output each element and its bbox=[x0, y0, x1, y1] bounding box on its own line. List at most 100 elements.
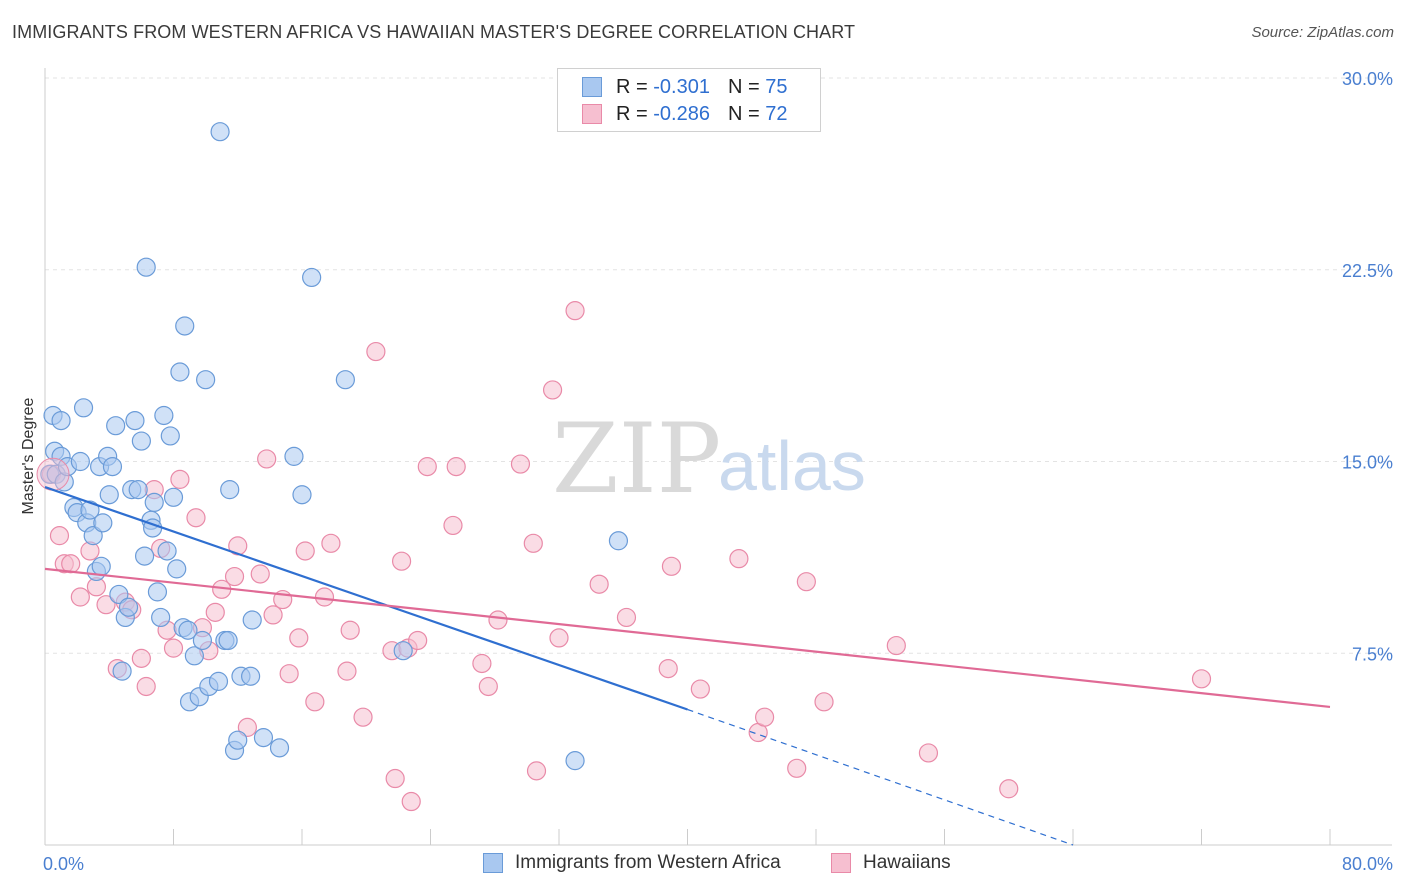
point-hawaiians bbox=[690, 679, 710, 699]
point-hawaiians bbox=[478, 676, 498, 697]
point-hawaiians bbox=[523, 533, 543, 553]
point-western-africa bbox=[242, 610, 262, 630]
point-hawaiians bbox=[488, 610, 508, 630]
legend-n-label: N = bbox=[727, 75, 760, 98]
point-hawaiians bbox=[353, 707, 373, 727]
point-hawaiians bbox=[237, 717, 257, 737]
series-label: Immigrants from Western Africa bbox=[515, 852, 781, 873]
point-hawaiians bbox=[131, 648, 151, 668]
point-hawaiians bbox=[340, 620, 360, 640]
point-hawaiians bbox=[661, 556, 682, 576]
point-western-africa bbox=[170, 362, 190, 382]
point-western-africa bbox=[102, 457, 123, 477]
point-western-africa bbox=[253, 728, 274, 748]
point-hawaiians bbox=[886, 635, 906, 656]
point-western-africa bbox=[210, 122, 230, 142]
point-western-africa bbox=[83, 526, 103, 546]
point-western-africa bbox=[241, 666, 261, 686]
point-western-africa bbox=[118, 597, 139, 617]
trend-line-hawaiians bbox=[44, 567, 1331, 709]
point-hawaiians bbox=[589, 574, 609, 594]
point-western-africa bbox=[160, 426, 180, 446]
point-western-africa bbox=[175, 316, 195, 336]
point-western-africa bbox=[196, 370, 216, 390]
point-hawaiians bbox=[787, 758, 807, 778]
legend-r-value: -0.301 bbox=[653, 75, 710, 98]
point-hawaiians bbox=[918, 743, 939, 763]
point-hawaiians bbox=[385, 768, 405, 789]
trend-line-western-africa bbox=[44, 486, 688, 711]
point-hawaiians bbox=[391, 551, 412, 571]
correlation-legend: R = -0.301 N = 75 R = -0.286 N = 72 bbox=[557, 68, 821, 132]
point-western-africa bbox=[218, 630, 238, 651]
trend-lines bbox=[44, 486, 1331, 846]
y-tick-label: 7.5% bbox=[1352, 644, 1393, 664]
point-hawaiians bbox=[401, 791, 421, 812]
point-western-africa bbox=[147, 582, 168, 602]
point-hawaiians bbox=[999, 779, 1019, 799]
point-hawaiians bbox=[366, 341, 386, 362]
series-legend: Immigrants from Western Africa Hawaiians bbox=[0, 852, 1406, 878]
point-western-africa bbox=[112, 661, 132, 681]
point-hawaiians bbox=[61, 554, 81, 574]
series-legend-western-africa[interactable]: Immigrants from Western Africa bbox=[483, 852, 781, 874]
point-hawaiians bbox=[289, 628, 309, 648]
legend-r-label: R = bbox=[616, 75, 648, 98]
legend-r-label: R = bbox=[616, 102, 648, 125]
point-western-africa bbox=[125, 410, 145, 431]
point-western-africa bbox=[184, 646, 204, 666]
point-western-africa bbox=[284, 446, 304, 466]
point-western-africa bbox=[157, 541, 177, 561]
point-western-africa bbox=[167, 559, 187, 579]
point-hawaiians bbox=[96, 595, 116, 615]
point-western-africa bbox=[91, 556, 111, 576]
point-western-africa bbox=[136, 257, 156, 277]
point-western-africa bbox=[608, 531, 629, 551]
point-hawaiians bbox=[472, 653, 492, 674]
point-hawaiians bbox=[205, 602, 225, 622]
point-western-africa bbox=[178, 620, 198, 640]
point-western-africa bbox=[144, 492, 164, 513]
point-hawaiians bbox=[224, 566, 245, 587]
watermark-atlas: atlas bbox=[718, 427, 866, 505]
legend-swatch-pink bbox=[582, 104, 602, 124]
point-hawaiians bbox=[250, 564, 270, 584]
y-axis-label: Master's Degree bbox=[20, 397, 37, 514]
point-western-africa bbox=[393, 641, 413, 661]
watermark: ZIP atlas bbox=[552, 403, 866, 515]
point-western-africa bbox=[302, 267, 322, 288]
y-tick-label: 22.5% bbox=[1342, 261, 1393, 281]
point-hawaiians bbox=[446, 457, 466, 477]
point-western-africa bbox=[70, 451, 90, 472]
legend-row-blue: R = -0.301 N = 75 bbox=[582, 74, 787, 100]
series-swatch-blue bbox=[483, 853, 503, 873]
y-tick-label: 30.0% bbox=[1342, 69, 1393, 89]
point-hawaiians bbox=[337, 661, 357, 681]
point-hawaiians bbox=[49, 526, 70, 546]
point-hawaiians bbox=[305, 692, 325, 712]
source-label: Source: ZipAtlas.com bbox=[1251, 24, 1394, 41]
point-western-africa bbox=[565, 751, 585, 771]
series-legend-hawaiians[interactable]: Hawaiians bbox=[831, 852, 951, 874]
point-western-africa bbox=[151, 607, 171, 628]
point-hawaiians bbox=[814, 692, 834, 712]
point-western-africa bbox=[80, 500, 100, 520]
point-hawaiians bbox=[321, 533, 341, 553]
point-hawaiians bbox=[136, 676, 156, 697]
point-hawaiians bbox=[542, 380, 563, 400]
point-hawaiians bbox=[658, 658, 678, 679]
point-western-africa bbox=[93, 513, 113, 533]
point-hawaiians bbox=[186, 508, 206, 528]
point-hawaiians bbox=[257, 449, 277, 469]
data-points bbox=[36, 122, 1212, 812]
x-tick-label: 0.0% bbox=[43, 854, 84, 874]
point-western-africa bbox=[163, 487, 184, 507]
point-hawaiians bbox=[796, 572, 816, 592]
legend-n-value: 72 bbox=[765, 102, 788, 125]
point-western-africa bbox=[335, 370, 355, 390]
tick-labels: 7.5% 15.0% 22.5% 30.0% 0.0% 80.0% bbox=[43, 69, 1393, 874]
point-hawaiians bbox=[616, 607, 637, 628]
point-western-africa bbox=[208, 671, 229, 691]
point-hawaiians bbox=[510, 454, 531, 474]
